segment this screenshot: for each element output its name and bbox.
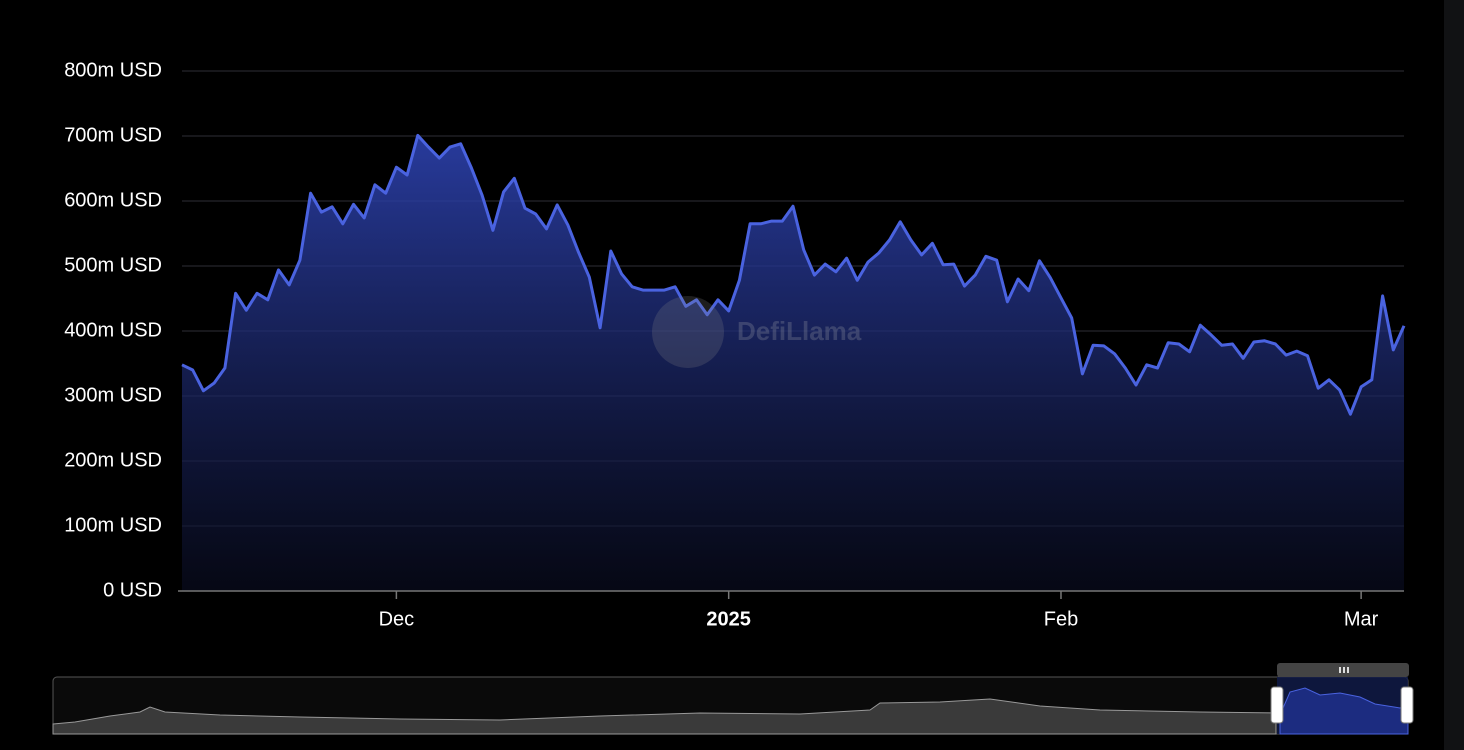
side-border	[1444, 0, 1464, 750]
axes: 0 USD 100m USD 200m USD 300m USD 400m USD 500…	[64, 59, 1404, 630]
plot	[181, 133, 1406, 591]
watermark-text: DefiLlama	[737, 316, 862, 346]
y-tick-label: 300m USD	[64, 384, 162, 406]
navigator-area	[52, 698, 1277, 735]
y-tick-label: 600m USD	[64, 189, 162, 211]
navigator-grip	[1339, 667, 1341, 673]
x-tick-label: Mar	[1344, 608, 1379, 630]
y-tick-label: 100m USD	[64, 514, 162, 536]
x-tick-label: Dec	[379, 608, 415, 630]
navigator-selection-area	[1279, 687, 1409, 735]
navigator	[52, 663, 1414, 735]
navigator-grip	[1343, 667, 1345, 673]
y-tick-label: 400m USD	[64, 319, 162, 341]
y-tick-label: 0 USD	[103, 579, 162, 601]
watermark: DefiLlama	[652, 296, 862, 368]
y-tick-label: 800m USD	[64, 59, 162, 81]
navigator-handle-left[interactable]	[1270, 686, 1284, 724]
y-tick-label: 200m USD	[64, 449, 162, 471]
line	[181, 133, 1406, 416]
x-tick-label: 2025	[706, 608, 751, 630]
navigator-handle-right[interactable]	[1400, 686, 1414, 724]
navigator-grip	[1347, 667, 1349, 673]
y-tick-label: 700m USD	[64, 124, 162, 146]
y-tick-label: 500m USD	[64, 254, 162, 276]
watermark-logo	[652, 296, 724, 368]
x-tick-label: Feb	[1044, 608, 1078, 630]
area	[182, 135, 1404, 591]
